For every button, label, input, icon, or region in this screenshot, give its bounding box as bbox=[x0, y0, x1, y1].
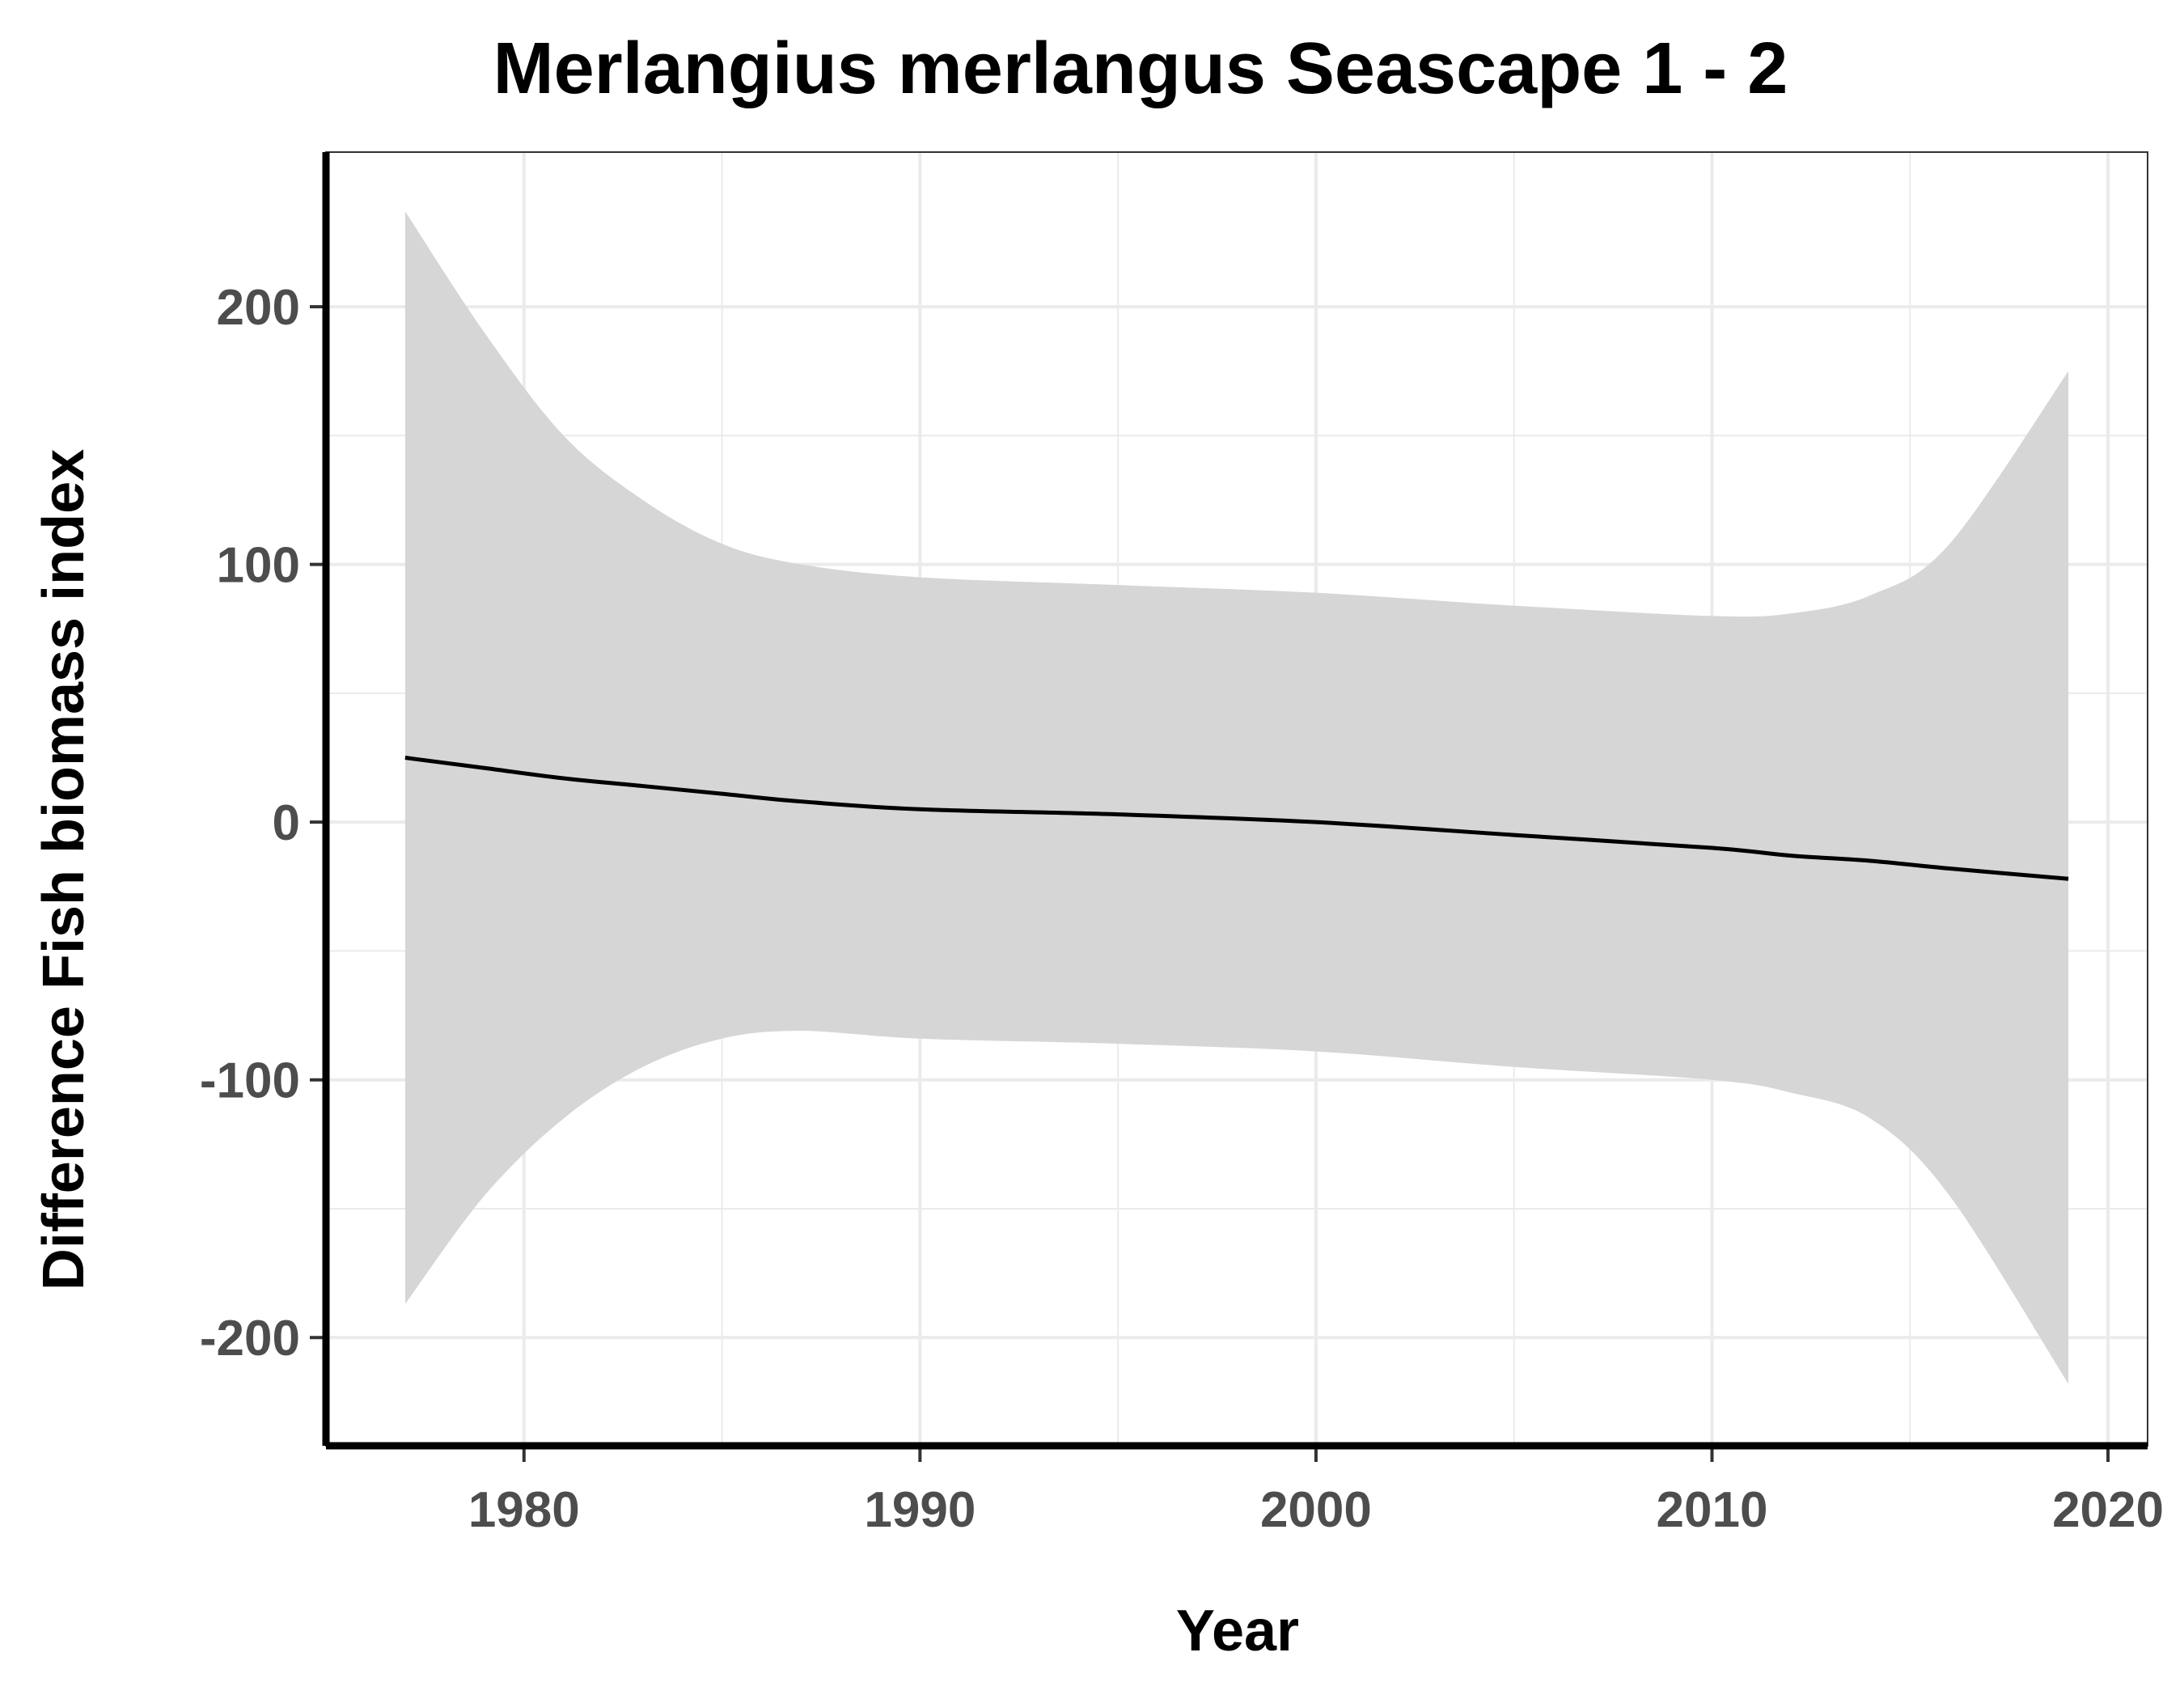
y-tick-label: 200 bbox=[217, 280, 300, 336]
x-tick-labels: 1980 1990 2000 2010 2020 bbox=[468, 1482, 2164, 1538]
trend-line bbox=[404, 756, 2069, 881]
y-axis-title: Difference Fish biomass index bbox=[32, 449, 96, 1290]
y-tick-label: 100 bbox=[217, 538, 300, 594]
chart-title: Merlangius merlangus Seascape 1 - 2 bbox=[493, 28, 1788, 109]
y-tick-labels: -200 -100 0 100 200 bbox=[200, 280, 300, 1366]
y-tick-label: -100 bbox=[200, 1053, 300, 1109]
x-axis-title: Year bbox=[1176, 1599, 1299, 1663]
x-tick-label: 1990 bbox=[864, 1482, 976, 1538]
y-tick-label: -200 bbox=[200, 1311, 300, 1366]
x-tick-label: 2000 bbox=[1260, 1482, 1372, 1538]
x-tick-label: 1980 bbox=[468, 1482, 580, 1538]
x-tick-label: 2010 bbox=[1657, 1482, 1768, 1538]
x-tick-label: 2020 bbox=[2052, 1482, 2164, 1538]
y-tick-label: 0 bbox=[273, 795, 300, 851]
confidence-ribbon bbox=[404, 211, 2069, 1384]
